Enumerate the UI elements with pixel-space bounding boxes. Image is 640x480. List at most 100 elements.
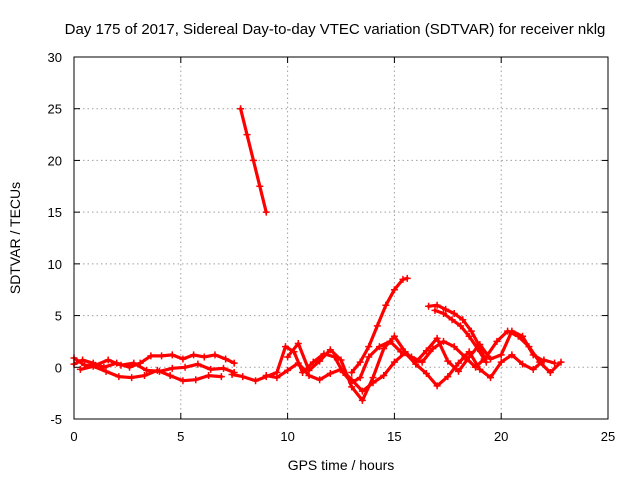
- data-point: [390, 332, 398, 340]
- y-tick-label: 5: [55, 309, 62, 324]
- data-point: [380, 372, 388, 380]
- y-tick-labels: -5 0 5 10 15 20 25 30: [48, 50, 62, 427]
- data-point: [147, 352, 155, 360]
- data-point: [459, 316, 467, 324]
- data-point: [228, 371, 236, 379]
- data-point: [375, 343, 383, 351]
- data-point: [433, 301, 441, 309]
- data-point: [440, 337, 448, 345]
- data-point: [508, 351, 516, 359]
- axis-ticks: [73, 56, 609, 420]
- data-point: [442, 305, 450, 313]
- data-point: [243, 131, 251, 139]
- x-axis-label: GPS time / hours: [288, 457, 395, 473]
- data-point: [365, 353, 373, 361]
- data-point: [284, 366, 292, 374]
- data-point: [390, 286, 398, 294]
- data-point: [348, 368, 356, 376]
- data-point: [546, 368, 554, 376]
- y-axis-label: SDTVAR / TECUs: [7, 182, 23, 294]
- data-point: [433, 382, 441, 390]
- data-point: [450, 343, 458, 351]
- data-point: [380, 345, 388, 353]
- data-point: [429, 345, 437, 353]
- data-point: [348, 383, 356, 391]
- data-point: [476, 365, 484, 373]
- data-point: [192, 376, 200, 384]
- data-point: [454, 359, 462, 367]
- data-point: [390, 358, 398, 366]
- data-point: [457, 322, 465, 330]
- x-tick-label: 25: [601, 429, 615, 444]
- data-point: [128, 374, 136, 382]
- data-point: [508, 327, 516, 335]
- data-point: [480, 355, 488, 363]
- data-point: [487, 355, 495, 363]
- data-point: [89, 362, 97, 370]
- y-tick-label: -5: [50, 412, 62, 427]
- data-point: [431, 306, 439, 314]
- data-point: [256, 182, 264, 190]
- data-point: [230, 359, 238, 367]
- data-point: [465, 332, 473, 340]
- data-point: [358, 387, 366, 395]
- series-track-g: [348, 274, 411, 376]
- data-point: [487, 374, 495, 382]
- data-point: [540, 357, 548, 365]
- data-point: [309, 358, 317, 366]
- x-tick-label: 20: [494, 429, 508, 444]
- data-point: [467, 327, 475, 335]
- y-tick-label: 15: [48, 205, 62, 220]
- chart-title: Day 175 of 2017, Sidereal Day-to-day VTE…: [65, 21, 606, 38]
- data-point: [273, 374, 281, 382]
- data-point: [294, 339, 302, 347]
- data-point: [422, 347, 430, 355]
- data-point: [262, 208, 270, 216]
- data-point: [422, 369, 430, 377]
- y-tick-label: 20: [48, 153, 62, 168]
- data-point: [399, 275, 407, 283]
- data-point: [249, 156, 257, 164]
- data-point: [194, 360, 202, 368]
- data-point: [337, 356, 345, 364]
- data-point: [444, 357, 452, 365]
- data-point: [356, 374, 364, 382]
- data-point: [529, 365, 537, 373]
- data-point: [130, 359, 138, 367]
- series-line: [78, 364, 223, 383]
- data-point: [115, 373, 123, 381]
- data-point: [200, 353, 208, 361]
- data-point: [153, 366, 161, 374]
- data-point: [369, 374, 377, 382]
- data-point: [168, 364, 176, 372]
- data-point: [316, 357, 324, 365]
- y-tick-label: 25: [48, 102, 62, 117]
- data-point: [551, 359, 559, 367]
- x-tick-label: 10: [280, 429, 294, 444]
- data-point: [207, 365, 215, 373]
- data-series: [70, 105, 565, 404]
- x-tick-label: 0: [70, 429, 77, 444]
- grid: [74, 57, 608, 419]
- data-point: [179, 355, 187, 363]
- data-point: [444, 373, 452, 381]
- data-point: [454, 367, 462, 375]
- data-point: [262, 372, 270, 380]
- data-point: [382, 301, 390, 309]
- data-point: [104, 356, 112, 364]
- series-track-c: [76, 362, 225, 385]
- data-point: [418, 358, 426, 366]
- data-point: [179, 377, 187, 385]
- data-point: [181, 363, 189, 371]
- data-point: [356, 358, 364, 366]
- data-point: [205, 372, 213, 380]
- x-tick-label: 5: [177, 429, 184, 444]
- data-point: [358, 396, 366, 404]
- y-tick-label: 30: [48, 50, 62, 65]
- data-point: [143, 366, 151, 374]
- data-point: [102, 367, 110, 375]
- y-tick-label: 10: [48, 257, 62, 272]
- x-tick-label: 15: [387, 429, 401, 444]
- series-line: [350, 276, 409, 375]
